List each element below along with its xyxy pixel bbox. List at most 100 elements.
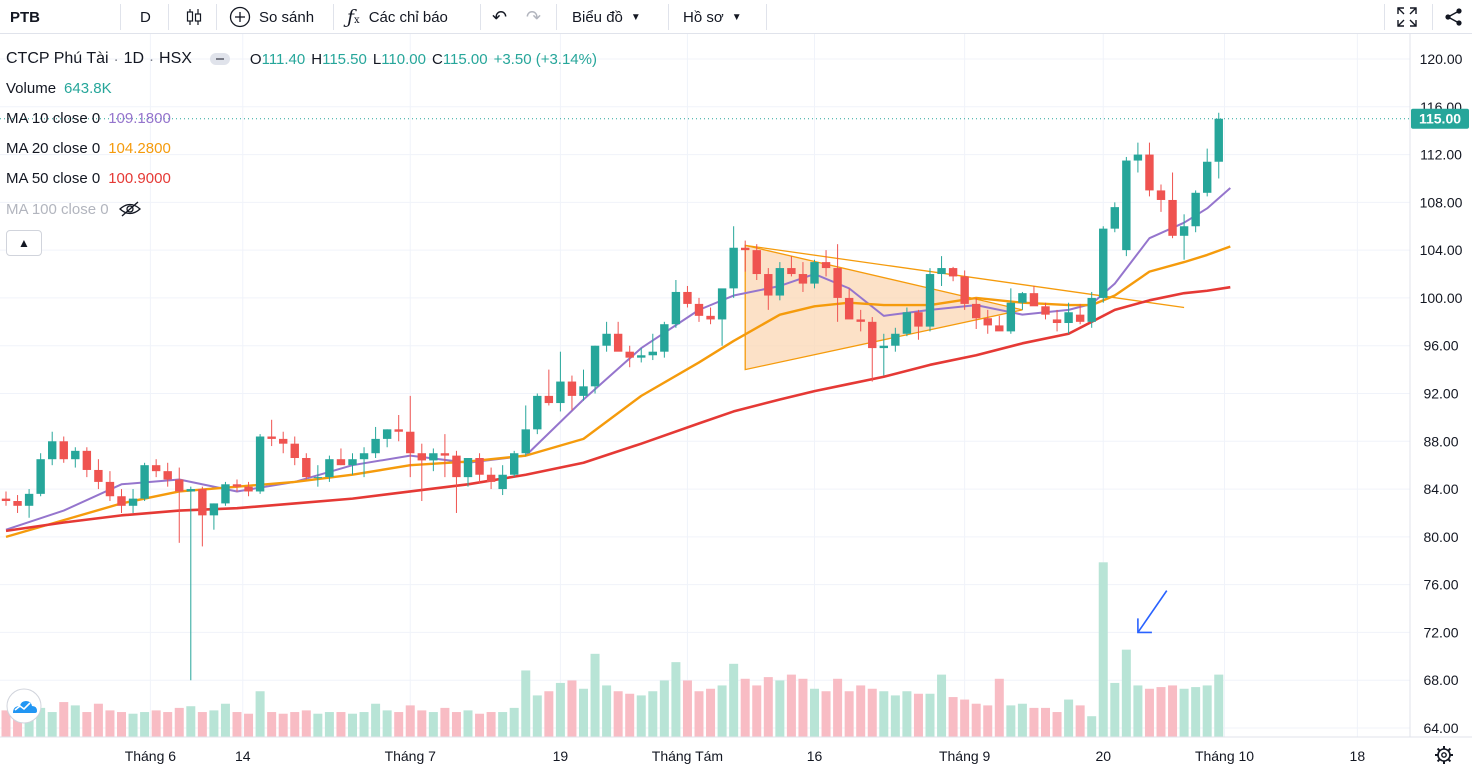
market-status-icon[interactable] [209,53,230,65]
candle [810,259,819,289]
volume-bar [197,712,207,737]
candle-body [232,484,242,487]
fullscreen-button[interactable] [1396,0,1418,34]
candle-body [972,303,981,319]
legend-title: CTCP Phú Tài [6,50,109,67]
interval-button[interactable]: D [140,0,151,34]
candle-body [856,319,865,322]
candle [752,244,761,281]
candle [1145,142,1154,197]
volume-bar [659,680,669,737]
candle [868,317,877,382]
volume-bar [1087,716,1097,737]
candle-body [833,268,842,298]
candle [775,262,785,301]
volume-bar [93,703,103,737]
candle [983,309,992,334]
volume-bar [498,712,508,737]
candle [1052,309,1062,332]
candles-icon [186,9,202,25]
indicators-button[interactable]: ƒx Các chỉ báo [347,0,448,34]
toolbar-divider [556,4,557,30]
volume-bar [151,710,161,737]
settings-gear-icon[interactable] [1435,746,1453,764]
candle-body [440,453,450,456]
legend-ma20-row: MA 20 close 0 104.2800 [6,140,171,157]
volume-bar [1179,688,1189,737]
toolbar-divider [766,4,767,30]
volume-bar [70,705,80,737]
candle [140,462,149,502]
candle [521,405,530,456]
price-tick-label: 120.00 [1420,51,1463,67]
candle-body [59,441,68,460]
legend-ma10-row: MA 10 close 0 109.1800 [6,110,171,127]
volume-bar [729,663,739,737]
ma100-label: MA 100 close 0 [6,200,109,218]
volume-bar [486,712,496,737]
volume-bar [359,712,369,737]
candle-body [1041,306,1050,315]
fullscreen-icon [1397,7,1417,27]
symbol-search-button[interactable]: PTB [10,0,40,34]
volume-bar [1052,712,1062,737]
volume-bar [509,707,519,737]
candle [1214,112,1223,179]
candle [94,459,103,490]
volume-bar [82,712,92,737]
volume-bar [1098,562,1108,737]
plus-circle-icon [229,6,251,28]
candle [336,448,346,466]
volume-bar [451,712,461,737]
volume-bar [105,710,115,737]
candle-body [117,496,126,506]
candle-body [151,465,161,472]
candle [683,285,692,308]
candle-body [775,268,785,296]
volume-bar [59,702,69,737]
candle-body [752,250,761,275]
candle-body [452,455,461,478]
candle [498,465,507,496]
candle-body [382,429,392,439]
time-tick-label: 16 [807,748,823,764]
candle [891,327,900,352]
collapse-legend-button[interactable]: ▲ [6,230,42,256]
candle [417,443,426,502]
indicators-label: Các chỉ báo [368,8,448,26]
moving-averages [5,187,1231,539]
volume-bar [417,710,427,737]
share-button[interactable] [1444,0,1464,34]
volume-bar [567,680,577,737]
volume-label: Volume [6,80,57,97]
candle-body [1006,302,1016,332]
candle [325,455,334,482]
volume-bar [1,710,11,737]
ohlc-low: 110.00 [381,50,426,68]
undo-button[interactable]: ↶ [492,0,507,34]
chart-style-button[interactable] [184,0,204,34]
chevron-up-icon: ▲ [18,236,30,250]
chart-menu-button[interactable]: Biểu đồ ▼ [572,0,641,34]
candle [1191,190,1200,233]
price-chart[interactable]: 64.00 68.00 72.00 76.00 80.00 84.00 88.00 92.00… [0,34,1472,771]
ma10-label: MA 10 close 0 [6,110,101,127]
ma50-line [5,285,1231,533]
legend-interval: 1D [123,50,145,67]
redo-button[interactable]: ↷ [526,0,541,34]
candle [1087,291,1096,328]
candle-body [613,333,623,352]
candle [163,462,172,487]
volume-bar [913,693,923,737]
eye-hidden-icon[interactable] [118,200,141,218]
candle [625,345,634,368]
candle [429,448,438,472]
volume-bar [706,688,716,737]
volume-bar [394,712,404,737]
volume-bar [324,712,334,737]
tradingview-logo[interactable] [6,688,42,724]
compare-button[interactable]: So sánh [229,0,314,34]
profile-menu-button[interactable]: Hồ sơ ▼ [683,0,742,34]
volume-bar [24,712,34,737]
volume-bar [313,713,323,737]
